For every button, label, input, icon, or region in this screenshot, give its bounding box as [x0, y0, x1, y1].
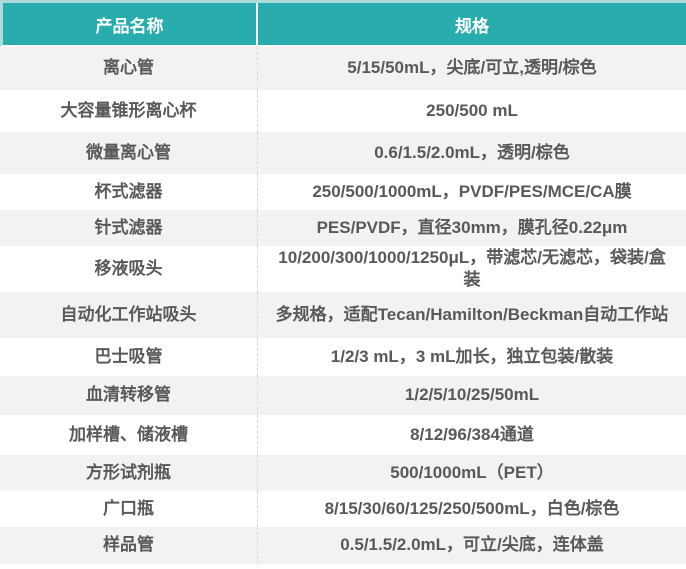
product-name-cell: 方形试剂瓶: [0, 455, 258, 491]
spec-cell: 1/2/3 mL，3 mL加长，独立包装/散装: [330, 346, 614, 366]
spec-cell: 0.6/1.5/2.0mL，透明/棕色: [374, 142, 570, 162]
spec-cell: 1/2/5/10/25/50mL: [404, 385, 540, 405]
product-name-cell: 杯式滤器: [0, 174, 258, 210]
spec-cell: PES/PVDF，直径30mm，膜孔径0.22μm: [316, 217, 628, 237]
table-row: 方形试剂瓶 500/1000mL（PET）: [0, 455, 686, 491]
spec-cell: 10/200/300/1000/1250μL，带滤芯/无滤芯，袋装/盒装: [278, 247, 666, 289]
product-name-cell: 大容量锥形离心杯: [0, 90, 258, 132]
spec-cell: 0.5/1.5/2.0mL，可立/尖底，连体盖: [340, 535, 604, 555]
table-row: 大容量锥形离心杯 250/500 mL: [0, 90, 686, 132]
header-cell-product-name: 产品名称: [3, 3, 258, 45]
product-name-cell: 巴士吸管: [0, 338, 258, 376]
header-cell-spec: 规格: [455, 16, 489, 36]
table-row: 加样槽、储液槽 8/12/96/384通道: [0, 415, 686, 455]
spec-cell: 5/15/50mL，尖底/可立,透明/棕色: [347, 58, 597, 78]
table-row: 样品管 0.5/1.5/2.0mL，可立/尖底，连体盖: [0, 527, 686, 564]
product-name-cell: 自动化工作站吸头: [0, 292, 258, 338]
product-name-cell: 加样槽、储液槽: [0, 415, 258, 455]
table-row: 杯式滤器 250/500/1000mL，PVDF/PES/MCE/CA膜: [0, 174, 686, 210]
spec-cell: 500/1000mL（PET）: [390, 462, 554, 482]
product-name-cell: 离心管: [0, 47, 258, 90]
table-row: 针式滤器 PES/PVDF，直径30mm，膜孔径0.22μm: [0, 210, 686, 246]
product-name-cell: 血清转移管: [0, 376, 258, 415]
spec-cell: 8/15/30/60/125/250/500mL，白色/棕色: [324, 498, 620, 518]
table-row: 离心管 5/15/50mL，尖底/可立,透明/棕色: [0, 47, 686, 90]
product-name-cell: 移液吸头: [0, 246, 258, 292]
product-name-cell: 广口瓶: [0, 491, 258, 527]
table-row: 自动化工作站吸头 多规格，适配Tecan/Hamilton/Beckman自动工…: [0, 292, 686, 338]
table-row: 微量离心管 0.6/1.5/2.0mL，透明/棕色: [0, 132, 686, 174]
table-row: 广口瓶 8/15/30/60/125/250/500mL，白色/棕色: [0, 491, 686, 527]
table-row: 巴士吸管 1/2/3 mL，3 mL加长，独立包装/散装: [0, 338, 686, 376]
spec-cell: 多规格，适配Tecan/Hamilton/Beckman自动工作站: [275, 304, 669, 324]
product-name-cell: 样品管: [0, 527, 258, 564]
table-row: 血清转移管 1/2/5/10/25/50mL: [0, 376, 686, 415]
product-name-cell: 针式滤器: [0, 210, 258, 246]
spec-cell: 250/500/1000mL，PVDF/PES/MCE/CA膜: [312, 181, 632, 201]
product-name-cell: 微量离心管: [0, 132, 258, 174]
table-header-row: 产品名称 规格: [0, 0, 686, 47]
table-row: 移液吸头 10/200/300/1000/1250μL，带滤芯/无滤芯，袋装/盒…: [0, 246, 686, 292]
spec-cell: 8/12/96/384通道: [410, 424, 534, 444]
spec-cell: 250/500 mL: [426, 100, 518, 120]
